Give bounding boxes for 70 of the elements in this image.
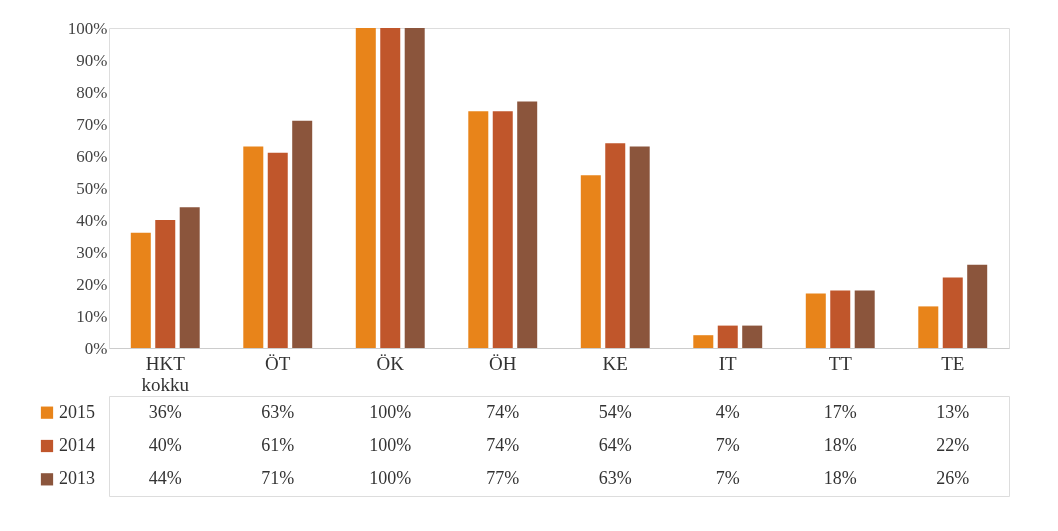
data-label: 100%: [369, 401, 412, 422]
data-label: 18%: [823, 468, 857, 489]
legend-label: 2015: [59, 401, 95, 422]
bar: [742, 325, 763, 348]
y-tick-label: 80%: [76, 82, 108, 102]
data-label: 36%: [148, 401, 182, 422]
legend-label: 2013: [59, 468, 95, 489]
data-label: 64%: [598, 435, 632, 455]
bar: [179, 207, 200, 348]
bar: [267, 152, 288, 348]
data-label: 40%: [148, 435, 182, 455]
data-label: 100%: [369, 468, 412, 489]
bar: [355, 28, 376, 348]
data-label: 74%: [486, 401, 520, 422]
data-label: 44%: [148, 468, 182, 489]
y-tick-label: 50%: [76, 178, 108, 198]
bar: [517, 101, 538, 348]
data-label: 61%: [261, 435, 295, 455]
bar: [380, 28, 401, 348]
data-label: 54%: [598, 401, 632, 422]
data-label: 22%: [936, 435, 970, 455]
data-label: 18%: [823, 435, 857, 455]
x-tick-label: ÖH: [489, 352, 517, 374]
data-label: 63%: [598, 468, 632, 489]
y-tick-label: 30%: [76, 242, 108, 262]
bar: [918, 306, 939, 348]
y-tick-label: 20%: [76, 274, 108, 294]
y-tick-label: 0%: [84, 338, 108, 358]
bar: [942, 277, 963, 348]
bar: [404, 28, 425, 348]
bar: [155, 220, 176, 348]
data-label: 7%: [715, 468, 740, 489]
data-label: 26%: [936, 468, 970, 489]
y-tick-label: 100%: [67, 18, 108, 38]
data-label: 17%: [823, 401, 857, 422]
bar: [580, 175, 601, 348]
bar: [717, 325, 738, 348]
y-tick-label: 90%: [76, 50, 108, 70]
bar: [805, 293, 826, 348]
bar: [492, 111, 513, 348]
data-label: 4%: [715, 401, 740, 422]
y-tick-label: 40%: [76, 210, 108, 230]
data-label: 7%: [715, 435, 740, 455]
x-tick-label: ÖT: [265, 352, 291, 374]
legend-label: 2014: [59, 435, 95, 455]
data-label: 63%: [261, 401, 295, 422]
y-tick-label: 60%: [76, 146, 108, 166]
x-tick-label: KE: [602, 352, 628, 374]
data-label: 13%: [936, 401, 970, 422]
x-tick-label: TT: [828, 352, 853, 374]
data-label: 71%: [261, 468, 295, 489]
x-tick-label: TE: [941, 352, 965, 374]
y-tick-label: 10%: [76, 306, 108, 326]
y-tick-label: 70%: [76, 114, 108, 134]
x-tick-label: HKT kokku: [141, 352, 190, 395]
bar: [693, 335, 714, 348]
bar: [292, 120, 313, 348]
bar: [243, 146, 264, 348]
bar: [854, 290, 875, 348]
data-label: 74%: [486, 435, 520, 455]
bar: [605, 143, 626, 348]
data-label: 100%: [369, 435, 412, 455]
data-label: 77%: [486, 468, 520, 489]
x-tick-label: IT: [718, 352, 738, 374]
bar: [830, 290, 851, 348]
bar: [468, 111, 489, 348]
bar: [629, 146, 650, 348]
bar: [967, 264, 988, 348]
bar: [130, 232, 151, 348]
x-tick-label: ÖK: [376, 352, 405, 374]
